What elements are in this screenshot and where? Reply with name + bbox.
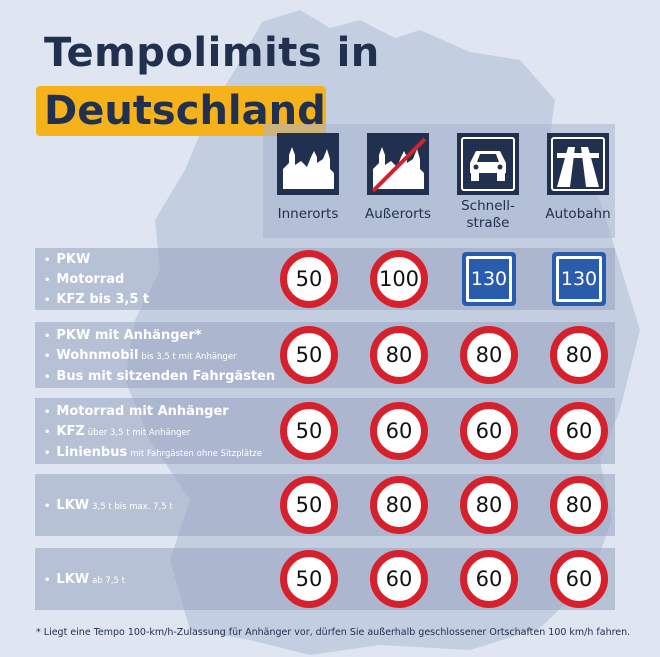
speed-limit-sign: 60 (370, 550, 428, 608)
speed-limit-sign: 60 (460, 550, 518, 608)
row-4-vehicles: • LKW 3,5 t bis max. 7,5 t (44, 496, 284, 517)
row-2-vehicles: • PKW mit Anhänger* • Wohnmobil bis 3,5 t m… (44, 326, 284, 387)
town-crossed-icon (367, 133, 429, 195)
speed-limit-sign: 60 (370, 402, 428, 460)
column-label-innerorts: Innerorts (277, 206, 339, 222)
speed-limit-sign: 80 (550, 476, 608, 534)
motorway-icon (547, 133, 609, 195)
recommended-speed-value: 130 (469, 259, 509, 299)
speed-limit-sign: 50 (280, 550, 338, 608)
list-item: • KFZ über 3,5 t mit Anhänger (44, 424, 191, 439)
column-label-ausserorts: Außerorts (365, 206, 431, 222)
speed-limit-sign: 50 (280, 326, 338, 384)
title-line-1: Tempolimits in (44, 30, 380, 76)
row-5-vehicles: • LKW ab 7,5 t (44, 570, 284, 591)
list-item: • LKW 3,5 t bis max. 7,5 t (44, 498, 173, 513)
speed-limit-sign: 50 (280, 476, 338, 534)
list-item: • Motorrad mit Anhänger (44, 404, 229, 419)
recommended-speed-value: 130 (559, 259, 599, 299)
speed-limit-sign: 80 (550, 326, 608, 384)
list-item: • PKW (44, 252, 91, 267)
speed-limit-sign: 50 (280, 250, 338, 308)
speed-limit-sign: 80 (370, 476, 428, 534)
recommended-speed-sign: 130 (552, 252, 606, 306)
speed-limit-sign: 80 (370, 326, 428, 384)
column-label-autobahn: Autobahn (545, 206, 611, 222)
speed-limit-sign: 60 (550, 402, 608, 460)
list-item: • Motorrad (44, 272, 125, 287)
town-icon (277, 133, 339, 195)
speed-limit-sign: 100 (370, 250, 428, 308)
speed-limit-sign: 80 (460, 476, 518, 534)
footnote: * Liegt eine Tempo 100-km/h-Zulassung fü… (36, 627, 631, 638)
speed-limit-sign: 50 (280, 402, 338, 460)
recommended-speed-sign: 130 (462, 252, 516, 306)
speed-limit-sign: 60 (460, 402, 518, 460)
list-item: • Wohnmobil bis 3,5 t mit Anhänger (44, 348, 237, 363)
row-1-vehicles: • PKW • Motorrad • KFZ bis 3,5 t (44, 250, 284, 310)
column-label-schnellstrasse: Schnell- straße (461, 198, 515, 231)
speed-limit-sign: 80 (460, 326, 518, 384)
list-item: • PKW mit Anhänger* (44, 328, 202, 343)
car-icon (457, 133, 519, 195)
list-item: • LKW ab 7,5 t (44, 572, 125, 587)
speed-limit-sign: 60 (550, 550, 608, 608)
list-item: • KFZ bis 3,5 t (44, 292, 150, 307)
list-item: • Bus mit sitzenden Fahrgästen (44, 369, 276, 384)
list-item: • Linienbus mit Fahrgästen ohne Sitzplätze (44, 445, 263, 460)
row-3-vehicles: • Motorrad mit Anhänger • KFZ über 3,5 t mi… (44, 402, 284, 464)
